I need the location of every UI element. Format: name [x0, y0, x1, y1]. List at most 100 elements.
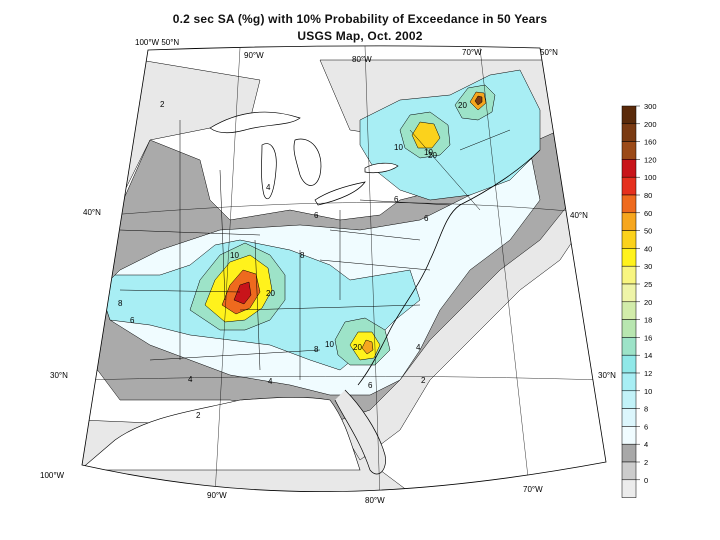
bottom-lon-label: 80°W: [365, 496, 385, 505]
contour-label: 2: [421, 376, 426, 385]
legend-label: 200: [644, 120, 657, 129]
legend-swatch: [621, 319, 637, 338]
legend-label: 25: [644, 280, 652, 289]
legend-label: 120: [644, 155, 657, 164]
legend-swatch: [621, 230, 637, 249]
corner-label-sw: 100°W: [40, 471, 65, 480]
corner-label-nw-lon: 100°W 50°N: [135, 38, 179, 47]
florida-peninsula: [334, 389, 386, 475]
lake-huron: [293, 138, 322, 186]
legend-label: 18: [644, 316, 652, 325]
atlantic-coastline: [357, 149, 541, 386]
legend-swatch: [621, 248, 637, 267]
legend-swatch: [621, 176, 637, 196]
top-lon-label: 90°W: [244, 51, 264, 60]
legend-label: 6: [644, 422, 648, 431]
lake-ontario: [364, 162, 399, 174]
contour-label: 8: [300, 251, 305, 260]
contour-label: 4: [268, 377, 273, 386]
legend-swatch: [621, 141, 637, 160]
legend-label: 40: [644, 244, 652, 253]
contour-label: 6: [424, 214, 429, 223]
contour-label: 4: [188, 375, 193, 384]
bottom-lon-label: 90°W: [207, 491, 227, 500]
contour-label: 6: [130, 316, 135, 325]
graticule-lines: [82, 45, 606, 492]
contour-label: 10: [424, 148, 433, 157]
map-title: 0.2 sec SA (%g) with 10% Probability of …: [172, 12, 548, 26]
right-lat-label: 40°N: [570, 211, 588, 220]
zone-60-charleston: [361, 339, 374, 355]
contour-label: 2: [196, 411, 201, 420]
contour-label: 6: [314, 211, 319, 220]
contour-label: 6: [368, 381, 373, 390]
legend-swatch: [621, 479, 637, 498]
legend-label: 8: [644, 405, 648, 414]
contour-label: 6: [394, 195, 399, 204]
right-lat-label: 30°N: [598, 371, 616, 380]
gulf-of-mexico: [82, 396, 361, 471]
legend-swatch: [621, 337, 637, 356]
contour-label: 20: [266, 289, 275, 298]
legend-label: 2: [644, 458, 648, 467]
contour-label: 10: [325, 340, 334, 349]
map-subtitle: USGS Map, Oct. 2002: [297, 29, 423, 43]
top-lon-label: 80°W: [352, 55, 372, 64]
legend-swatch: [621, 408, 637, 427]
legend-swatch: [621, 105, 637, 125]
contour-label: 20: [458, 101, 467, 110]
legend-swatch: [621, 283, 637, 303]
contour-label: 20: [428, 151, 437, 160]
contour-label: 8: [314, 345, 319, 354]
zone-30-50-quebec: [411, 121, 441, 149]
legend-label: 10: [644, 387, 652, 396]
legend-label: 0: [644, 476, 648, 485]
bottom-lon-label: 70°W: [523, 485, 543, 494]
legend-swatch: [621, 461, 637, 481]
zone-120plus-newmadrid: [233, 281, 252, 305]
legend-label: 160: [644, 138, 657, 147]
legend-swatch: [621, 443, 637, 463]
state-boundaries: [119, 120, 511, 380]
contour-label: 8: [118, 299, 123, 308]
legend-swatch: [621, 194, 637, 214]
contour-label: 10: [230, 251, 239, 260]
legend-swatch: [621, 390, 637, 409]
legend-label: 80: [644, 191, 652, 200]
top-lon-label: 70°W: [462, 48, 482, 57]
legend-swatch: [621, 212, 637, 231]
color-legend: 3002001601201008060504030252018161412108…: [621, 102, 657, 498]
contour-label: 20: [353, 343, 362, 352]
legend-label: 20: [644, 298, 652, 307]
legend-label: 4: [644, 440, 648, 449]
legend-swatch: [621, 354, 637, 374]
legend-swatch: [621, 159, 637, 178]
left-lat-label: 40°N: [83, 208, 101, 217]
legend-swatch: [621, 123, 637, 142]
lake-erie: [314, 181, 366, 206]
legend-label: 30: [644, 262, 652, 271]
contour-label: 4: [266, 183, 271, 192]
legend-swatch: [621, 372, 637, 392]
legend-label: 50: [644, 227, 652, 236]
lake-superior: [209, 111, 301, 134]
graticule-labels: 100°W 50°N 90°W 80°W 70°W 50°N 40°N 30°N…: [40, 38, 616, 505]
lake-michigan: [261, 143, 277, 200]
legend-label: 60: [644, 209, 652, 218]
map-frame: [81, 45, 607, 493]
legend-label: 14: [644, 351, 652, 360]
legend-swatch: [621, 301, 637, 320]
legend-label: 100: [644, 173, 657, 182]
contour-label: 10: [394, 143, 403, 152]
left-lat-label: 30°N: [50, 371, 68, 380]
legend-swatch: [621, 265, 637, 285]
zone-120-charlevoix: [474, 95, 483, 106]
map-area: [81, 45, 607, 493]
contour-label: 2: [160, 100, 165, 109]
contour-labels: 2 4 6 8 10 20 4 6 10 20 20 10 6 2 4 6 8 …: [118, 100, 467, 420]
corner-label-ne: 50°N: [540, 48, 558, 57]
legend-label: 12: [644, 369, 652, 378]
legend-swatch: [621, 426, 637, 445]
legend-label: 300: [644, 102, 657, 111]
